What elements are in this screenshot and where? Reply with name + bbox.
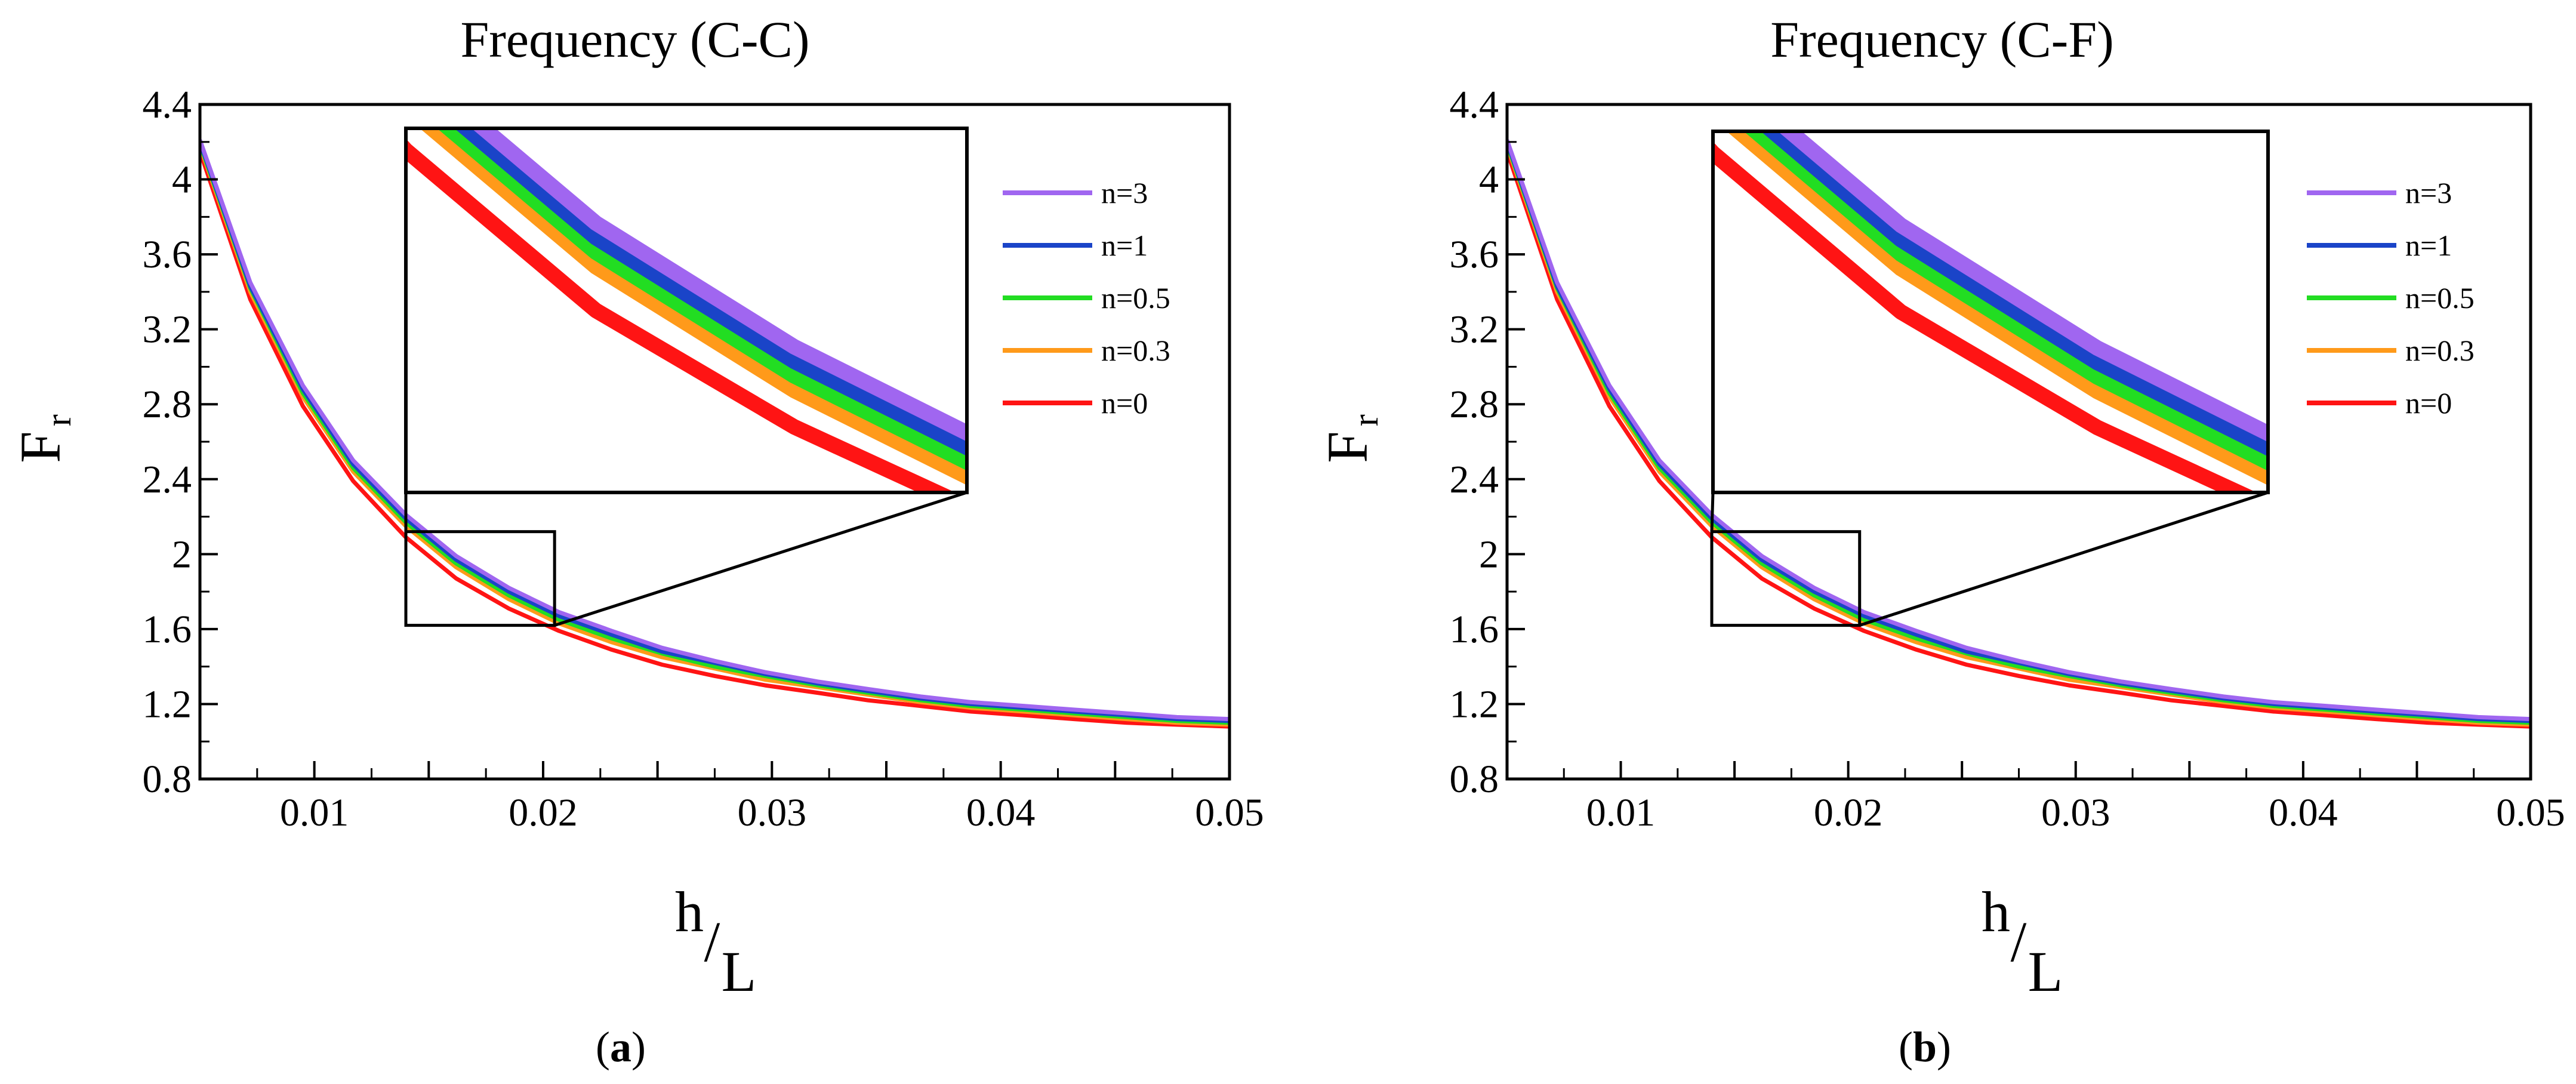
- legend: n=3 n=1 n=0.5 n=0.3 n=0: [2307, 176, 2475, 420]
- chart-panel-b: Frequency (C-F) Fr h / L (b) 0.8 1.2 1.6 2 2…: [1315, 11, 2565, 1071]
- x-tick-label: 0.03: [738, 791, 807, 834]
- legend-label-n=0.3: n=0.3: [1101, 334, 1170, 367]
- x-tick-label: 0.02: [1814, 791, 1883, 834]
- panel-label-a: (a): [596, 1023, 646, 1071]
- legend-label-n=3: n=3: [2405, 176, 2452, 210]
- y-axis-label-main: F: [1315, 431, 1379, 463]
- series-line-n=3: [1507, 139, 2531, 722]
- series-line-n=3: [200, 139, 1230, 722]
- x-axis-label-main: h: [675, 880, 704, 944]
- inset-frame: [1711, 130, 2270, 494]
- y-tick-label: 1.2: [143, 682, 192, 726]
- y-tick-label: 2.8: [1450, 383, 1499, 426]
- legend-label-n=0.5: n=0.5: [2405, 281, 2475, 315]
- series-line-n=0: [200, 150, 1230, 729]
- y-tick-label: 3.2: [143, 308, 192, 352]
- legend-label-n=0.3: n=0.3: [2405, 334, 2475, 367]
- legend-label-n=0: n=0: [2405, 386, 2452, 420]
- y-axis-label-main: F: [8, 431, 72, 463]
- panel-label-b: (b): [1899, 1023, 1951, 1071]
- y-tick-label: 4: [172, 158, 192, 202]
- zoom-connector: [1859, 491, 2269, 627]
- x-axis-label: h / L: [675, 880, 756, 1003]
- zoom-connector: [554, 491, 967, 627]
- y-tick-label: 1.6: [1450, 608, 1499, 651]
- zoom-box: [1710, 530, 1862, 627]
- y-tick-label: 1.6: [143, 608, 192, 651]
- y-tick-label: 2: [172, 532, 192, 576]
- series-group: [1507, 139, 2531, 729]
- x-axis-label-slash: /: [2011, 910, 2027, 974]
- x-axis-label-den: L: [722, 940, 757, 1003]
- y-tick-label: 0.8: [143, 757, 192, 801]
- x-tick-label: 0.05: [1195, 791, 1264, 834]
- svg-text:Fr: Fr: [1315, 414, 1385, 463]
- y-tick-label: 4.4: [143, 83, 192, 127]
- y-tick-label: 4: [1479, 158, 1499, 202]
- y-tick-label: 0.8: [1450, 757, 1499, 801]
- legend-label-n=0: n=0: [1101, 386, 1148, 420]
- legend-label-n=0.5: n=0.5: [1101, 281, 1170, 315]
- chart-title: Frequency (C-C): [460, 11, 809, 68]
- x-tick-label: 0.03: [2041, 791, 2110, 834]
- inset-frame: [404, 127, 969, 494]
- y-tick-label: 2: [1479, 532, 1499, 576]
- y-tick-label: 2.4: [143, 458, 192, 501]
- y-tick-label: 1.2: [1450, 682, 1499, 726]
- y-axis-label-sub: r: [39, 414, 78, 426]
- y-tick-label: 2.8: [143, 383, 192, 426]
- x-tick-label: 0.01: [280, 791, 349, 834]
- legend-label-n=1: n=1: [1101, 229, 1148, 262]
- y-tick-label: 2.4: [1450, 458, 1499, 501]
- x-axis-label-slash: /: [704, 910, 720, 974]
- x-tick-label: 0.04: [966, 791, 1036, 834]
- x-tick-label: 0.05: [2496, 791, 2565, 834]
- x-tick-label: 0.02: [509, 791, 578, 834]
- y-axis-label: Fr: [8, 414, 78, 463]
- x-tick-label: 0.01: [1586, 791, 1656, 834]
- x-axis-label-main: h: [1982, 880, 2010, 944]
- y-tick-label: 3.6: [143, 233, 192, 276]
- legend: n=3 n=1 n=0.5 n=0.3 n=0: [1003, 176, 1170, 420]
- zoom-box: [404, 530, 556, 627]
- series-line-n=0: [1507, 150, 2531, 729]
- y-axis-label-sub: r: [1346, 414, 1385, 426]
- x-axis-label: h / L: [1982, 880, 2063, 1003]
- chart-title: Frequency (C-F): [1770, 11, 2114, 68]
- y-tick-label: 3.6: [1450, 233, 1499, 276]
- x-axis-label-den: L: [2028, 940, 2063, 1003]
- series-group: [200, 139, 1230, 729]
- y-axis-label: Fr: [1315, 414, 1385, 463]
- y-tick-label: 4.4: [1450, 83, 1499, 127]
- y-tick-label: 3.2: [1450, 308, 1499, 352]
- legend-label-n=3: n=3: [1101, 176, 1148, 210]
- x-tick-label: 0.04: [2269, 791, 2338, 834]
- svg-text:Fr: Fr: [8, 414, 78, 463]
- legend-label-n=1: n=1: [2405, 229, 2452, 262]
- zoom-connector: [1710, 492, 1715, 532]
